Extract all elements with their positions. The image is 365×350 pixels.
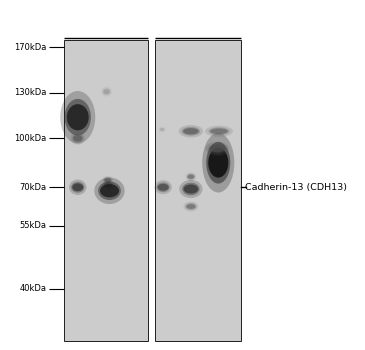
Ellipse shape [208, 127, 230, 135]
Ellipse shape [179, 180, 203, 198]
Ellipse shape [104, 177, 112, 183]
Ellipse shape [103, 89, 110, 94]
Ellipse shape [205, 126, 233, 137]
Ellipse shape [72, 183, 83, 191]
Ellipse shape [94, 177, 125, 204]
Ellipse shape [104, 178, 111, 182]
Ellipse shape [208, 148, 228, 178]
Text: 170kDa: 170kDa [14, 43, 47, 52]
Ellipse shape [72, 134, 83, 143]
Ellipse shape [187, 174, 195, 180]
Ellipse shape [73, 135, 82, 141]
Ellipse shape [67, 104, 89, 131]
Ellipse shape [184, 202, 198, 211]
Ellipse shape [184, 184, 198, 194]
Bar [155, 40, 241, 341]
Ellipse shape [210, 145, 224, 152]
Text: 55kDa: 55kDa [20, 221, 47, 230]
Ellipse shape [69, 180, 87, 195]
Ellipse shape [182, 127, 200, 136]
Ellipse shape [205, 142, 229, 156]
Text: 130kDa: 130kDa [14, 88, 47, 97]
Ellipse shape [102, 181, 115, 190]
Ellipse shape [160, 128, 164, 131]
Ellipse shape [104, 183, 113, 188]
Ellipse shape [187, 204, 196, 209]
Ellipse shape [65, 99, 91, 135]
Ellipse shape [104, 183, 112, 188]
Text: 40kDa: 40kDa [20, 284, 47, 293]
Ellipse shape [185, 203, 196, 210]
Ellipse shape [158, 127, 166, 132]
Ellipse shape [103, 176, 113, 184]
Ellipse shape [70, 132, 85, 145]
Text: Cadherin-13 (CDH13): Cadherin-13 (CDH13) [245, 183, 346, 192]
Text: 100kDa: 100kDa [15, 134, 47, 143]
Ellipse shape [206, 142, 230, 183]
Ellipse shape [71, 182, 84, 192]
Ellipse shape [158, 184, 169, 191]
Ellipse shape [178, 125, 203, 138]
Ellipse shape [101, 87, 112, 97]
Ellipse shape [202, 133, 234, 192]
Ellipse shape [103, 88, 111, 95]
Ellipse shape [210, 128, 228, 134]
Ellipse shape [100, 184, 119, 197]
Ellipse shape [98, 181, 121, 200]
Ellipse shape [188, 175, 194, 179]
Text: 70kDa: 70kDa [20, 183, 47, 192]
Ellipse shape [186, 173, 196, 181]
Ellipse shape [183, 128, 199, 134]
Ellipse shape [182, 183, 200, 195]
Ellipse shape [60, 91, 95, 144]
Ellipse shape [208, 144, 226, 154]
Ellipse shape [154, 180, 172, 194]
Ellipse shape [157, 182, 170, 192]
Bar [64, 40, 148, 341]
Ellipse shape [160, 127, 165, 132]
